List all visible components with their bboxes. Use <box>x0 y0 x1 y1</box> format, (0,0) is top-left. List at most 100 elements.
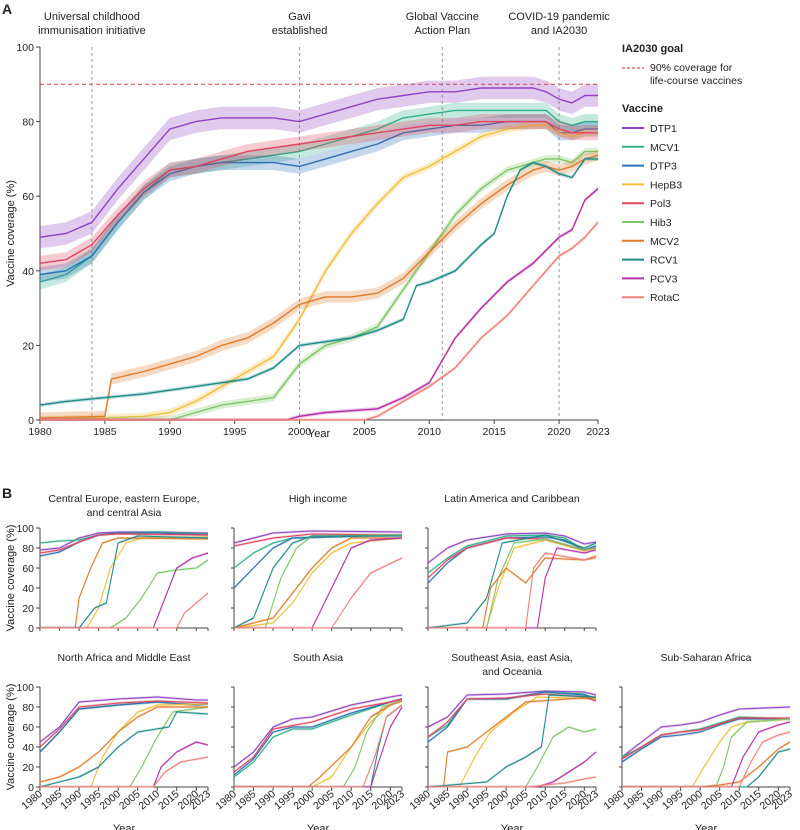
x-tick-label: 2015 <box>483 426 507 438</box>
legend-label-hib3: Hib3 <box>650 217 672 229</box>
series-line-pcv3 <box>234 537 403 629</box>
series-line-pcv3 <box>40 188 599 421</box>
event-label-line1: Global Vaccine <box>406 11 479 23</box>
series-band-mcv2 <box>428 554 596 628</box>
y-tick-label: 60 <box>22 191 34 203</box>
series-band-pcv3 <box>622 720 790 787</box>
series-band-rotac <box>40 591 208 628</box>
y-axis-title: Vaccine coverage (%) <box>5 180 17 287</box>
region-title-line1: Southeast Asia, east Asia, <box>451 652 572 664</box>
series-band-rcv1 <box>428 693 596 787</box>
series-line-pcv3 <box>622 721 791 788</box>
y-tick-label: 20 <box>22 762 34 774</box>
event-label-line2: and IA2030 <box>531 25 587 37</box>
x-tick-label: 2005 <box>353 426 377 438</box>
series-line-dtp1 <box>233 694 403 768</box>
series-line-rcv1 <box>427 694 597 788</box>
series-line-pol3 <box>427 693 597 738</box>
panel-b-label: B <box>2 485 12 501</box>
series-band-pol3 <box>234 532 402 548</box>
x-tick-label: 2020 <box>547 426 571 438</box>
x-tick-label: 2023 <box>586 426 610 438</box>
y-tick-label: 80 <box>22 702 34 714</box>
series-line-rotac <box>622 731 791 788</box>
region-chart: High income <box>231 493 403 631</box>
region-title-line2: and Oceania <box>482 666 542 678</box>
series-band-hib3 <box>428 725 596 787</box>
legend-vaccine-items: DTP1 MCV1 DTP3 HepB3 Pol3 Hib3 MCV2 RCV1 PCV3 Rot… <box>622 123 682 304</box>
series-band-pol3 <box>40 114 598 271</box>
region-chart: 0 20 40 60 80 100 Central Europe, eastern Euro… <box>5 493 209 635</box>
series-line-dtp3 <box>621 718 790 763</box>
x-tick-label: 1990 <box>158 426 182 438</box>
legend-label-mcv2: MCV2 <box>650 236 679 248</box>
legend-label-mcv1: MCV1 <box>650 142 679 154</box>
series-line-rotac <box>234 557 403 629</box>
series-line-mcv2 <box>40 537 209 629</box>
series-line-dtp1 <box>427 690 597 728</box>
series-line-mcv2 <box>39 706 208 783</box>
legend-goal-line2: life-course vaccines <box>650 75 742 87</box>
x-tick-label: 1985 <box>93 426 117 438</box>
event-label-line1: Universal childhood <box>44 11 140 23</box>
legend-label-dtp1: DTP1 <box>650 123 677 135</box>
series-line-rcv1 <box>622 748 791 788</box>
y-tick-label: 80 <box>22 117 34 129</box>
legend-label-rcv1: RCV1 <box>650 255 678 267</box>
x-axis-title: Year <box>308 428 331 440</box>
series-line-rcv1 <box>39 158 598 406</box>
region-chart: 1980198519901995200020052010201520202023… <box>213 652 407 830</box>
region-title-line1: Central Europe, eastern Europe, <box>48 493 199 505</box>
series-band-rotac <box>40 755 208 787</box>
y-tick-label: 20 <box>22 340 34 352</box>
series-band-pcv3 <box>234 705 402 787</box>
region-x-axis-title: Year <box>501 823 524 830</box>
series-line-hepb3 <box>39 124 598 421</box>
series-line-dtp1 <box>39 87 598 238</box>
region-title: Sub-Saharan Africa <box>660 652 751 664</box>
y-tick-label: 0 <box>28 623 34 635</box>
series-line-hepb3 <box>40 536 209 629</box>
series-line-dtp3 <box>427 691 597 743</box>
series-line-mcv2 <box>233 537 402 629</box>
series-line-pol3 <box>621 717 790 760</box>
region-x-axis-title: Year <box>113 823 136 830</box>
legend-label-pol3: Pol3 <box>650 198 671 210</box>
series-line-dtp1 <box>39 696 208 743</box>
series-band-pol3 <box>40 532 208 555</box>
x-tick-label: 1980 <box>28 426 52 438</box>
region-title: South Asia <box>293 652 343 664</box>
legend-goal-title: IA2030 goal <box>622 43 683 55</box>
y-tick-label: 40 <box>22 583 34 595</box>
series-line-mcv2 <box>428 555 597 629</box>
series-line-dtp3 <box>233 698 403 776</box>
legend-label-hepb3: HepB3 <box>650 179 682 191</box>
region-chart: Latin America and Caribbean <box>425 493 597 631</box>
y-tick-label: 60 <box>22 722 34 734</box>
event-label-line2: immunisation initiative <box>38 25 146 37</box>
series-line-pol3 <box>39 533 209 554</box>
series-line-rotac <box>40 221 599 421</box>
series-line-pol3 <box>233 698 403 773</box>
y-tick-label: 100 <box>16 523 34 535</box>
series-band-dtp3 <box>428 535 596 585</box>
legend: IA2030 goal 90% coverage for life-course… <box>622 43 742 304</box>
series-line-hib3 <box>40 150 598 421</box>
panel-a-global-chart: Universal childhood immunisation initiati… <box>5 11 610 440</box>
legend-vaccine-title: Vaccine <box>622 103 663 115</box>
panel-b-regional-charts: 0 20 40 60 80 100 Central Europe, eastern Euro… <box>5 493 795 830</box>
series-band-hib3 <box>234 533 402 628</box>
x-tick-label: 2000 <box>288 426 312 438</box>
y-tick-label: 20 <box>22 603 34 615</box>
region-y-axis-title: Vaccine coverage (%) <box>5 525 17 632</box>
series-line-rotac <box>428 552 597 629</box>
legend-label-pcv3: PCV3 <box>650 273 678 285</box>
x-tick-label: 1995 <box>223 426 247 438</box>
region-x-axis-title: Year <box>307 823 330 830</box>
event-label-line1: COVID-19 pandemic <box>508 11 610 23</box>
region-chart: 1980198519901995200020052010201520202023… <box>601 652 795 830</box>
series-band-pcv3 <box>40 551 208 628</box>
series-band-pol3 <box>234 697 402 774</box>
series-band-rcv1 <box>622 747 790 787</box>
event-label-line2: Action Plan <box>414 25 470 37</box>
